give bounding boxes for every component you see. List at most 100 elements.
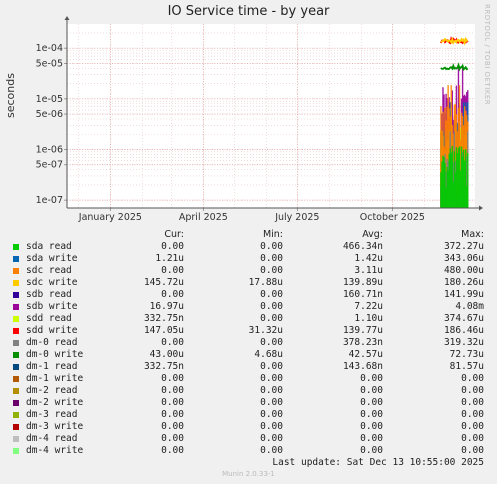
legend-series-name: dm-2 read [26, 385, 78, 396]
legend-max: 319.32u [443, 337, 484, 348]
x-axis-arrow [479, 205, 483, 211]
legend-cur: 145.72u [143, 277, 184, 288]
y-tick-label: 5e-07 [36, 160, 63, 171]
chart-title: IO Service time - by year [167, 4, 330, 19]
legend-swatch [13, 376, 19, 382]
legend-max: 372.27u [443, 241, 484, 252]
legend-cur: 0.00 [161, 385, 184, 396]
legend-avg: 0.00 [360, 409, 383, 420]
legend-swatch [13, 340, 19, 346]
legend-cur: 0.00 [161, 265, 184, 276]
plot-background [67, 24, 475, 208]
legend-max: 0.00 [461, 373, 484, 384]
legend-avg: 139.89u [342, 277, 383, 288]
legend-min: 0.00 [260, 445, 283, 456]
legend-min: 0.00 [260, 265, 283, 276]
legend-cur: 0.00 [161, 241, 184, 252]
legend-avg: 378.23n [342, 337, 383, 348]
legend-min: 0.00 [260, 313, 283, 324]
legend-min: 0.00 [260, 385, 283, 396]
legend-cur: 0.00 [161, 397, 184, 408]
legend-row: sdc write 145.72u 17.88u 139.89u 180.26u [0, 277, 497, 289]
legend-series-name: dm-2 write [26, 397, 84, 408]
legend-avg: 139.77u [342, 325, 383, 336]
legend-max: 81.57u [449, 361, 484, 372]
legend-avg: 3.11u [354, 265, 383, 276]
legend-avg: 0.00 [360, 397, 383, 408]
y-tick-label: 1e-06 [36, 144, 63, 155]
last-update: Last update: Sat Dec 13 10:55:00 2025 [272, 457, 484, 468]
legend-series-name: dm-4 write [26, 445, 84, 456]
legend-swatch [13, 436, 19, 442]
legend-row: sdd write 147.05u 31.32u 139.77u 186.46u [0, 325, 497, 337]
legend-max: 0.00 [461, 397, 484, 408]
legend-cur: 0.00 [161, 289, 184, 300]
legend-avg: 0.00 [360, 445, 383, 456]
legend-max: 141.99u [443, 289, 484, 300]
legend-swatch [13, 268, 19, 274]
legend-min: 0.00 [260, 409, 283, 420]
legend-max: 180.26u [443, 277, 484, 288]
legend-row: dm-2 read 0.00 0.00 0.00 0.00 [0, 385, 497, 397]
y-tick-label: 5e-05 [36, 58, 63, 69]
legend-max: 480.00u [443, 265, 484, 276]
legend-cur: 0.00 [161, 433, 184, 444]
x-tick-label: January 2025 [78, 212, 142, 223]
legend-swatch [13, 244, 19, 250]
legend-series-name: dm-0 read [26, 337, 78, 348]
legend-max: 0.00 [461, 409, 484, 420]
rrdtool-credit: RRDTOOL / TOBI OETIKER [483, 4, 491, 106]
legend-swatch [13, 364, 19, 370]
legend-cur: 0.00 [161, 409, 184, 420]
series-line [440, 62, 469, 72]
legend-min: 17.88u [248, 277, 283, 288]
legend-cur: 0.00 [161, 373, 184, 384]
legend-series-name: dm-4 read [26, 433, 78, 444]
legend-min: 0.00 [260, 337, 283, 348]
legend-cur: 1.21u [155, 253, 184, 264]
legend-min: 0.00 [260, 301, 283, 312]
legend-swatch [13, 316, 19, 322]
legend-swatch [13, 328, 19, 334]
legend-series-name: dm-3 write [26, 421, 84, 432]
legend-series-name: sdd write [26, 325, 78, 336]
legend-max: 0.00 [461, 421, 484, 432]
legend-row: sdd read 332.75n 0.00 1.10u 374.67u [0, 313, 497, 325]
legend-swatch [13, 280, 19, 286]
legend-swatch [13, 256, 19, 262]
legend-avg: 7.22u [354, 301, 383, 312]
legend-min: 0.00 [260, 421, 283, 432]
legend-swatch [13, 412, 19, 418]
legend-avg: 1.42u [354, 253, 383, 264]
y-tick-label: 5e-06 [36, 109, 63, 120]
header-cur: Cur: [164, 229, 184, 240]
legend-min: 4.68u [254, 349, 283, 360]
legend-min: 0.00 [260, 253, 283, 264]
plot-area: 1e-07 5e-07 1e-06 5e-06 1e-05 5e-05 1e-04 Janua… [36, 16, 483, 223]
legend-max: 0.00 [461, 385, 484, 396]
legend-series-name: dm-1 write [26, 373, 84, 384]
header-min: Min: [262, 229, 283, 240]
legend-swatch [13, 388, 19, 394]
legend-series-name: sda read [26, 241, 72, 252]
legend-avg: 42.57u [348, 349, 383, 360]
legend-row: sda read 0.00 0.00 466.34n 372.27u [0, 241, 497, 253]
y-tick-label: 1e-07 [36, 195, 63, 206]
y-tick-label: 1e-04 [36, 43, 63, 54]
legend-cur: 332.75n [143, 361, 184, 372]
legend-row: dm-4 write 0.00 0.00 0.00 0.00 [0, 445, 497, 457]
legend-min: 0.00 [260, 361, 283, 372]
legend-avg: 0.00 [360, 421, 383, 432]
legend-min: 31.32u [248, 325, 283, 336]
legend-row: sda write 1.21u 0.00 1.42u 343.06u [0, 253, 497, 265]
legend-series-name: sdb write [26, 301, 78, 312]
x-tick-label: October 2025 [360, 212, 425, 223]
legend-min: 0.00 [260, 289, 283, 300]
legend-swatch [13, 352, 19, 358]
legend-row: dm-4 read 0.00 0.00 0.00 0.00 [0, 433, 497, 445]
legend-swatch [13, 292, 19, 298]
legend-avg: 0.00 [360, 373, 383, 384]
legend-series-name: dm-1 read [26, 361, 78, 372]
legend-row: dm-0 read 0.00 0.00 378.23n 319.32u [0, 337, 497, 349]
legend-avg: 1.10u [354, 313, 383, 324]
